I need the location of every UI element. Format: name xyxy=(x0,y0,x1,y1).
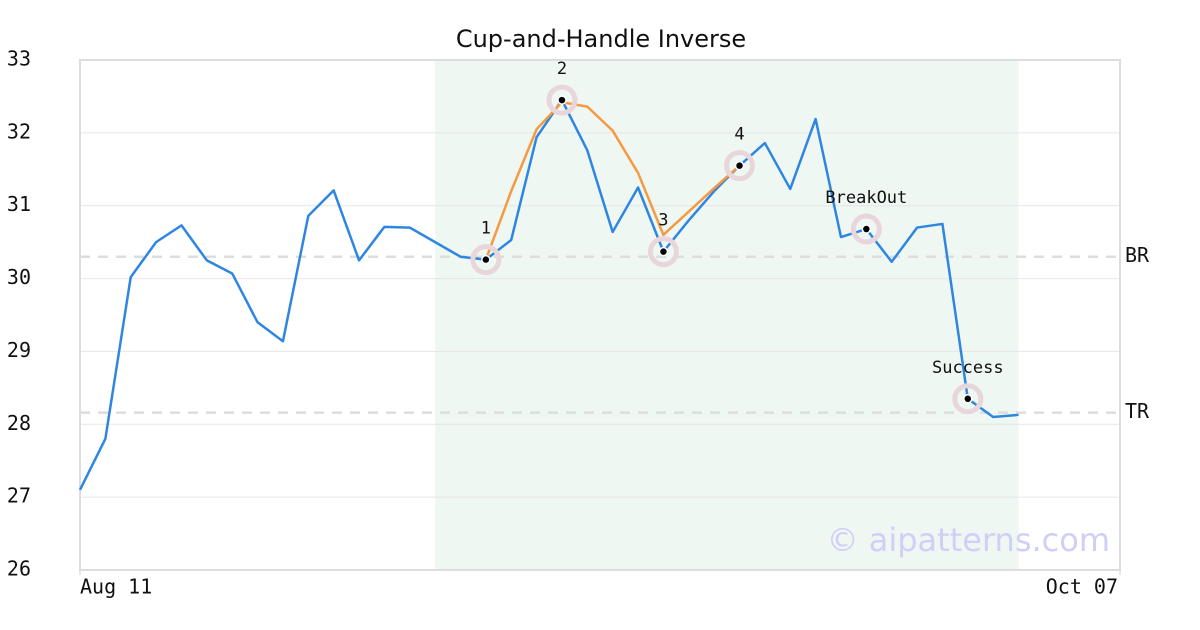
plot-frame xyxy=(79,59,1121,571)
annotation-halo xyxy=(470,244,502,276)
annotation-label: BreakOut xyxy=(825,188,907,208)
highlight-region xyxy=(435,60,1019,570)
y-tick-label: 27 xyxy=(7,484,31,508)
y-tick-label: 31 xyxy=(7,192,31,216)
x-tick-label: Aug 11 xyxy=(80,575,152,599)
y-tick-label: 28 xyxy=(7,411,31,435)
watermark: © aipatterns.com xyxy=(827,521,1110,559)
y-tick-label: 26 xyxy=(7,557,31,581)
level-label: TR xyxy=(1125,399,1150,423)
annotation-point xyxy=(861,224,872,234)
annotation-label: Success xyxy=(932,358,1004,378)
annotation-halo xyxy=(647,236,679,268)
annotation-point xyxy=(481,254,491,265)
annotation-point xyxy=(557,95,567,105)
annotation-label: 2 xyxy=(557,59,567,79)
annotation-label: 3 xyxy=(658,211,668,231)
annotation-point xyxy=(658,246,669,257)
annotation-halo xyxy=(546,84,578,116)
series-line xyxy=(484,101,741,261)
annotation-halo xyxy=(952,383,984,415)
y-tick-label: 30 xyxy=(7,265,31,289)
y-tick-label: 29 xyxy=(7,338,31,362)
annotation-halo xyxy=(724,150,756,182)
y-tick-label: 33 xyxy=(7,47,31,71)
x-tick-label: Oct 07 xyxy=(1046,575,1118,599)
y-tick-label: 32 xyxy=(7,119,31,143)
level-label: BR xyxy=(1125,243,1150,267)
chart-title: Cup-and-Handle Inverse xyxy=(456,25,746,53)
annotation-halo xyxy=(850,213,882,245)
annotation-label: 1 xyxy=(481,219,491,239)
annotation-point xyxy=(963,394,973,404)
annotation-point xyxy=(734,160,745,171)
annotation-label: 4 xyxy=(734,125,744,145)
